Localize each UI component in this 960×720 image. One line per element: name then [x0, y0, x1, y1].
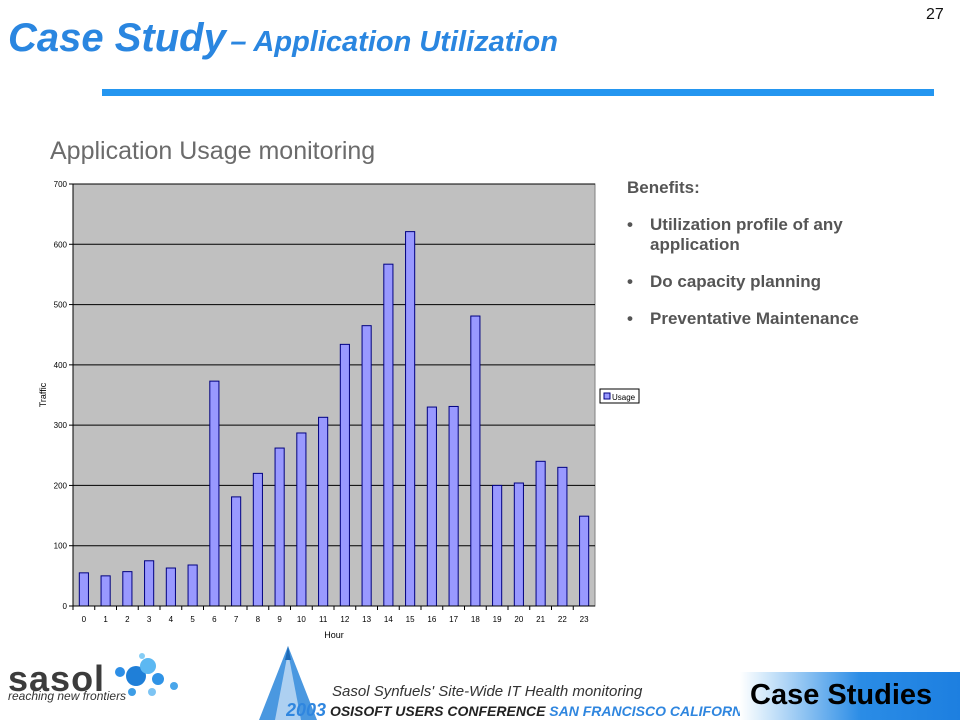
bar	[144, 560, 155, 607]
bullet: •	[627, 215, 633, 234]
list-item: • Do capacity planning	[627, 272, 927, 292]
section-badge: Case Studies	[740, 672, 960, 720]
x-tick-label: 0	[82, 615, 87, 624]
bar	[535, 460, 546, 607]
sasol-tagline: reaching new frontiers	[8, 689, 127, 703]
conference-name: OSISOFT USERS CONFERENCE	[329, 703, 546, 719]
sasol-logo: sasol	[8, 658, 106, 699]
bar	[122, 571, 133, 607]
x-tick-label: 13	[362, 615, 371, 624]
bar	[339, 343, 350, 607]
y-tick-label: 100	[54, 542, 68, 551]
page-number: 27	[926, 6, 944, 23]
title-underline	[102, 89, 934, 96]
x-tick-label: 4	[169, 615, 174, 624]
x-tick-label: 19	[493, 615, 502, 624]
conference-banner: 2003 OSISOFT USERS CONFERENCE SAN FRANCI…	[286, 700, 740, 720]
x-tick-label: 21	[536, 615, 545, 624]
benefits-list: • Utilization profile of any application …	[627, 215, 927, 329]
gridlines	[73, 183, 595, 547]
bar	[231, 496, 242, 607]
section-badge-label: Case Studies	[750, 679, 933, 711]
x-tick-label: 14	[384, 615, 393, 624]
benefits-panel: Benefits: • Utilization profile of any ap…	[627, 178, 927, 346]
plot-area	[72, 183, 596, 607]
slide-title-rest: – Application Utilization	[230, 26, 558, 58]
x-tick-label: 23	[580, 615, 589, 624]
transamerica-pyramid-icon	[259, 646, 317, 720]
bar	[579, 515, 590, 607]
conference-year: 2003	[286, 700, 327, 720]
x-tick-label: 15	[406, 615, 415, 624]
benefit-text: Utilization profile of any application	[650, 215, 843, 254]
y-tick-label: 0	[63, 602, 68, 611]
x-tick-label: 18	[471, 615, 480, 624]
bar	[209, 380, 220, 607]
bar	[513, 482, 524, 607]
chart-legend: Usage	[599, 388, 640, 404]
bar	[492, 484, 503, 607]
bar	[187, 564, 198, 607]
bar	[557, 466, 568, 607]
x-tick-label: 22	[558, 615, 567, 624]
benefit-text: Preventative Maintenance	[650, 309, 859, 328]
bar	[78, 572, 89, 607]
legend-swatch	[603, 392, 611, 400]
y-ticks: 0 100 200 300 400 500 600 700	[54, 180, 73, 611]
y-tick-label: 300	[54, 421, 68, 430]
x-tick-label: 8	[256, 615, 261, 624]
list-item: • Preventative Maintenance	[627, 309, 927, 329]
bar	[165, 567, 176, 607]
x-ticks: 0 1 2 3 4 5 6 7 8 9 10 11 12 13 14 15 16 17 18 19 20 21 22 23	[72, 606, 589, 624]
slide-title-main: Case Study	[8, 16, 226, 60]
slide-title: Case Study – Application Utilization	[8, 16, 558, 61]
bar	[296, 432, 307, 607]
footer-caption: Sasol Synfuels' Site-Wide IT Health moni…	[332, 683, 643, 700]
x-tick-label: 17	[449, 615, 458, 624]
bullet: •	[627, 272, 633, 291]
y-tick-label: 500	[54, 301, 68, 310]
bullet: •	[627, 309, 633, 328]
bar	[383, 263, 394, 607]
y-tick-label: 600	[54, 240, 68, 249]
legend-label: Usage	[612, 393, 636, 402]
y-tick-label: 700	[54, 180, 68, 189]
x-tick-label: 11	[319, 615, 328, 624]
x-tick-label: 16	[427, 615, 436, 624]
y-tick-label: 400	[54, 361, 68, 370]
bar	[252, 472, 263, 607]
x-tick-label: 20	[514, 615, 523, 624]
x-tick-label: 9	[277, 615, 282, 624]
chart-subtitle: Application Usage monitoring	[50, 137, 376, 165]
list-item: • Utilization profile of any application	[627, 215, 927, 255]
x-tick-label: 5	[190, 615, 195, 624]
bar	[318, 416, 329, 607]
x-tick-label: 1	[103, 615, 108, 624]
conference-place: SAN FRANCISCO CALIFORNIA U	[549, 703, 740, 719]
bar	[361, 325, 372, 607]
molecule-logo-icon	[115, 653, 178, 696]
benefit-text: Do capacity planning	[650, 272, 821, 291]
bar	[100, 575, 111, 607]
x-tick-label: 3	[147, 615, 152, 624]
x-tick-label: 7	[234, 615, 239, 624]
bar	[470, 315, 481, 607]
bar	[448, 405, 459, 607]
x-axis-label: Hour	[324, 630, 344, 640]
y-axis-label: Traffic	[38, 382, 48, 407]
benefits-heading: Benefits:	[627, 178, 700, 197]
bar	[426, 406, 437, 607]
bar	[405, 231, 416, 607]
bar	[274, 447, 285, 607]
x-tick-label: 6	[212, 615, 217, 624]
x-tick-label: 12	[340, 615, 349, 624]
x-tick-label: 2	[125, 615, 130, 624]
x-tick-label: 10	[297, 615, 306, 624]
y-tick-label: 200	[54, 481, 68, 490]
